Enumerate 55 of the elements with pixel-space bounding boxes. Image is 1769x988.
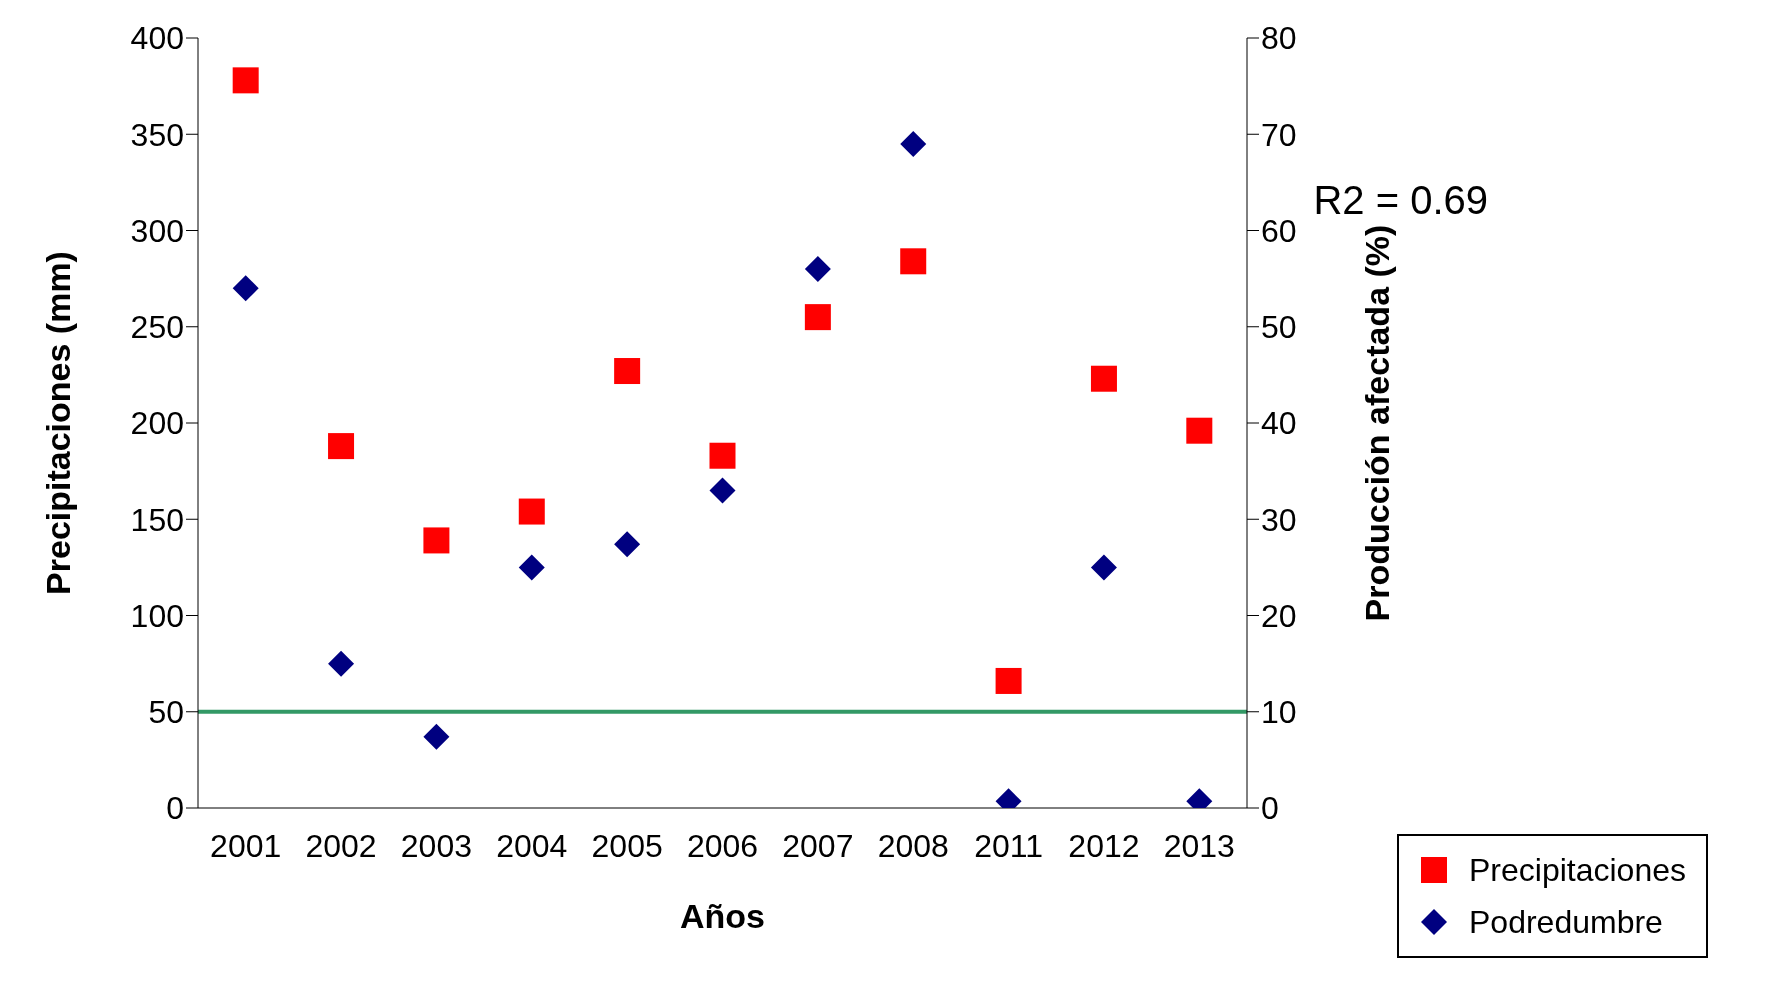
y2-tick-label: 80 [1261,20,1297,57]
point [232,275,259,302]
x-tick-label: 2012 [1068,827,1140,864]
x-tick-label: 2005 [591,827,663,864]
y2-axis-title: Producción afectada (%) [1358,224,1397,622]
point [518,498,545,525]
text: R2 = 0.69 [1313,178,1488,223]
point [1090,365,1117,392]
x-tick-label: 2013 [1163,827,1235,864]
y2-tick-label: 50 [1261,309,1297,346]
y-tick-label: 300 [130,212,184,249]
y2-tick-label: 10 [1261,694,1297,731]
legend-label: Precipitaciones [1469,851,1686,890]
point [328,650,355,677]
point [423,723,450,750]
point [328,433,355,460]
point [900,248,927,275]
x-tick-label: 2002 [305,827,377,864]
y-tick-label: 250 [130,309,184,346]
x-axis-title: Años [680,897,765,935]
x-tick-label: 2006 [686,827,759,864]
x-tick-label: 2011 [974,827,1043,864]
y2-tick-label: 60 [1261,212,1297,249]
y2-tick-label: 20 [1261,597,1297,634]
point [614,358,641,385]
y-tick-label: 0 [166,790,184,827]
y2-tick-label: 40 [1261,405,1297,442]
point [518,554,545,581]
x-tick-label: 2003 [400,827,472,864]
point [900,130,927,157]
y-tick-label: 400 [130,20,184,57]
y-tick-label: 200 [130,405,184,442]
y2-tick-label: 30 [1261,501,1297,538]
point [709,477,736,504]
point [1090,554,1117,581]
point [614,531,641,558]
point [232,67,259,94]
y2-tick-label: 0 [1261,790,1279,827]
y2-tick-label: 70 [1261,116,1297,153]
point [423,527,450,554]
point [804,304,831,331]
x-tick-label: 2008 [877,827,949,864]
y-tick-label: 50 [148,694,184,731]
x-tick-label: 2004 [496,827,568,864]
x-tick-label: 2007 [782,827,854,864]
y-tick-label: 350 [130,116,184,153]
point [804,256,831,282]
point [1186,417,1213,444]
legend-label: Podredumbre [1469,903,1663,942]
point [709,442,736,469]
x-tick-label: 2001 [210,827,282,864]
y-tick-label: 100 [130,597,184,634]
y-axis-title: Precipitaciones (mm) [39,251,78,595]
y-tick-label: 150 [130,501,184,538]
point [995,667,1022,694]
